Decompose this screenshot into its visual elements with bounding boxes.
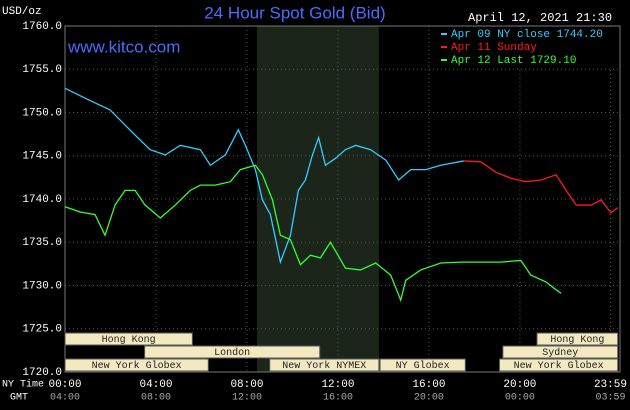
- gmt-tick-label: 20:00: [414, 393, 444, 404]
- x-tick-label: 12:00: [321, 379, 354, 391]
- session-box: [64, 332, 193, 346]
- x-tick-label: 08:00: [230, 379, 263, 391]
- x-tick-label: 04:00: [139, 379, 172, 391]
- gmt-tick-label: 08:00: [141, 393, 171, 404]
- session-label: NY Globex: [396, 360, 450, 372]
- y-tick-label: 1730.0: [22, 280, 62, 292]
- x-tick-label: 20:00: [503, 379, 536, 391]
- y-axis-label: USD/oz: [2, 6, 42, 18]
- y-tick-label: 1735.0: [22, 237, 62, 249]
- y-tick-label: 1725.0: [22, 324, 62, 336]
- x-tick-label: 00:00: [48, 379, 81, 391]
- y-tick-label: 1760.0: [22, 21, 62, 33]
- x-tick-label: 16:00: [412, 379, 445, 391]
- session-label: Hong Kong: [550, 335, 604, 346]
- session-box: [269, 358, 380, 372]
- gmt-tick-label: 03:59: [595, 393, 625, 404]
- session-label: London: [214, 347, 250, 359]
- plot-frame: [64, 25, 621, 373]
- x-axis-label: NY Time: [2, 379, 44, 391]
- session-box: [379, 358, 466, 372]
- legend-label: Apr 11 Sunday: [451, 42, 537, 54]
- session-box: [502, 345, 619, 359]
- legend-label: Apr 09 NY close 1744.20: [451, 29, 603, 41]
- gmt-tick-label: 04:00: [50, 393, 80, 404]
- session-label: New York Globex: [514, 360, 604, 372]
- gmt-tick-label: 12:00: [232, 393, 262, 404]
- gmt-tick-label: 16:00: [323, 393, 353, 404]
- x-tick-label: 23:59: [594, 379, 627, 391]
- x2-axis-label: GMT: [10, 393, 28, 404]
- session-box: [498, 358, 619, 372]
- y-tick-label: 1755.0: [22, 64, 62, 76]
- session-label: New York Globex: [92, 360, 182, 372]
- chart-title: 24 Hour Spot Gold (Bid): [204, 3, 385, 22]
- y-tick-label: 1750.0: [22, 107, 62, 119]
- website: www.kitco.com: [67, 37, 180, 56]
- session-box: [536, 332, 619, 346]
- session-label: Hong Kong: [102, 335, 156, 346]
- series-line: [463, 160, 619, 214]
- session-label: Sydney: [542, 347, 578, 359]
- date: April 12, 2021 21:30: [468, 11, 612, 25]
- session-box: [144, 345, 321, 359]
- y-tick-label: 1745.0: [22, 151, 62, 163]
- y-tick-label: 1720.0: [22, 367, 62, 379]
- legend-label: Apr 12 Last 1729.10: [451, 55, 576, 67]
- session-label: New York NYMEX: [282, 360, 366, 372]
- y-tick-label: 1740.0: [22, 194, 62, 206]
- series-line: [64, 87, 464, 265]
- legend-box: [436, 27, 618, 67]
- gmt-tick-label: 00:00: [505, 393, 535, 404]
- session-box: [64, 358, 209, 372]
- series-line: [64, 164, 562, 303]
